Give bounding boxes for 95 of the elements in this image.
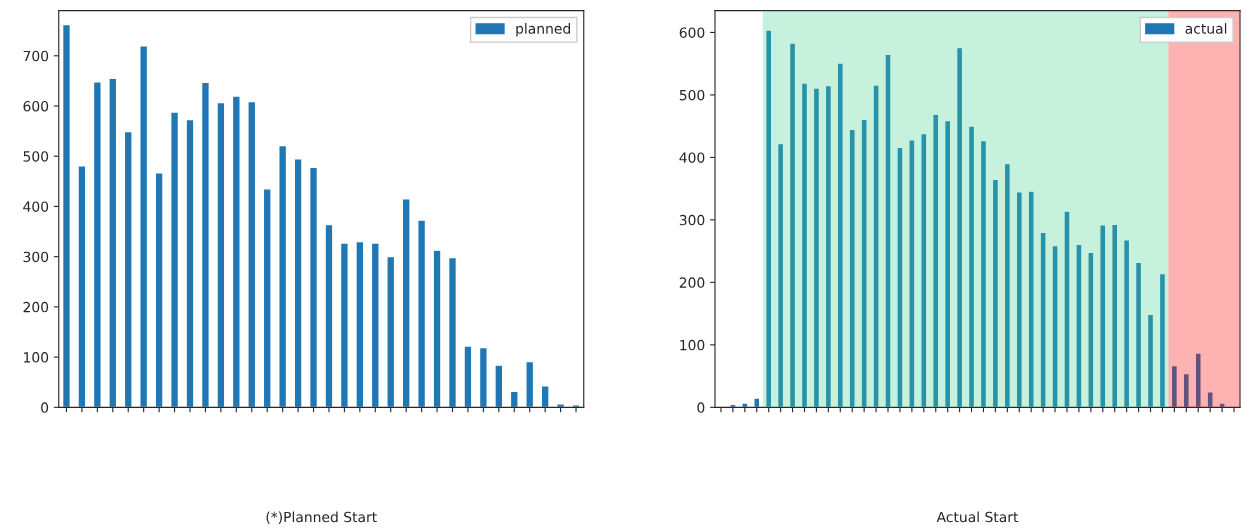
bar xyxy=(525,360,535,408)
bar xyxy=(776,142,785,408)
bar xyxy=(509,390,519,408)
bar xyxy=(884,53,892,408)
y-tick-label: 600 xyxy=(679,27,705,38)
x-axis-title: (*)Planned Start xyxy=(266,511,377,524)
bar xyxy=(812,87,821,408)
bar xyxy=(1063,210,1071,408)
bar xyxy=(92,81,102,408)
bar xyxy=(139,45,149,408)
bar xyxy=(339,242,349,408)
bar xyxy=(1134,261,1143,408)
bar xyxy=(729,403,737,408)
bar xyxy=(108,77,118,408)
y-tick-label: 400 xyxy=(679,152,705,163)
bar xyxy=(1003,162,1012,408)
y-tick-label: 300 xyxy=(679,214,705,226)
bar xyxy=(836,62,844,408)
bar xyxy=(231,95,241,408)
bar xyxy=(324,223,334,408)
bar xyxy=(447,256,458,408)
bar xyxy=(61,23,72,408)
bar xyxy=(432,249,442,408)
y-tick-label: 400 xyxy=(23,201,49,212)
legend-label: planned xyxy=(516,23,570,37)
bar xyxy=(741,402,749,408)
bar xyxy=(200,81,210,408)
bar xyxy=(1099,224,1107,408)
bar xyxy=(123,130,133,408)
bar xyxy=(943,119,952,408)
bar xyxy=(1051,244,1059,408)
bar xyxy=(1146,313,1155,408)
bar xyxy=(1194,352,1202,408)
bar xyxy=(1218,402,1226,408)
bar xyxy=(170,111,180,408)
bar xyxy=(154,172,164,408)
bar xyxy=(860,118,868,408)
bar xyxy=(753,397,761,408)
bar xyxy=(571,404,581,408)
bar xyxy=(185,118,195,408)
bar xyxy=(1039,231,1047,408)
bar xyxy=(1206,391,1214,408)
y-tick-label: 300 xyxy=(23,251,49,263)
y-tick-label: 200 xyxy=(679,277,705,288)
bar xyxy=(478,346,488,408)
bar xyxy=(800,82,809,408)
legend-label: actual xyxy=(1185,23,1227,34)
bar xyxy=(1111,223,1119,408)
bar xyxy=(417,219,427,408)
bar xyxy=(278,144,288,408)
bar xyxy=(355,240,365,408)
bar xyxy=(788,42,797,408)
bar xyxy=(308,166,319,408)
y-tick-label: 100 xyxy=(680,339,705,351)
bar xyxy=(463,345,473,408)
bar xyxy=(967,125,976,408)
bar xyxy=(494,364,504,408)
y-tick-label: 200 xyxy=(23,301,49,313)
bar xyxy=(955,46,964,408)
y-tick-label: 500 xyxy=(679,89,705,101)
bar xyxy=(1122,239,1131,408)
bar xyxy=(262,188,272,408)
y-tick-label: 100 xyxy=(24,352,49,363)
bar xyxy=(293,158,303,408)
bar xyxy=(540,385,550,408)
bar xyxy=(1158,272,1167,408)
bar xyxy=(247,100,257,408)
y-tick-label: 500 xyxy=(23,151,49,162)
x-axis-title: Actual Start xyxy=(936,511,1019,523)
bar xyxy=(386,255,396,408)
bar xyxy=(1027,190,1035,408)
bar xyxy=(896,146,904,408)
bar xyxy=(401,198,411,408)
bar xyxy=(216,101,226,408)
bar xyxy=(556,403,566,408)
y-tick-label: 0 xyxy=(41,402,49,413)
bar xyxy=(979,139,988,408)
bar xyxy=(765,29,773,408)
bar xyxy=(1182,372,1190,408)
bar xyxy=(1015,191,1023,408)
bar xyxy=(991,178,1000,408)
bar xyxy=(932,113,940,408)
bar xyxy=(908,139,916,408)
y-tick-label: 700 xyxy=(23,50,49,62)
bar xyxy=(1170,364,1179,408)
bar xyxy=(848,128,856,408)
bar xyxy=(77,165,87,408)
y-tick-label: 0 xyxy=(697,402,705,413)
y-tick-label: 600 xyxy=(23,100,49,112)
bar xyxy=(824,84,833,408)
bar xyxy=(370,242,380,408)
bar xyxy=(1075,243,1083,408)
bar xyxy=(872,84,880,408)
bar xyxy=(1087,251,1095,408)
bar xyxy=(920,132,928,408)
